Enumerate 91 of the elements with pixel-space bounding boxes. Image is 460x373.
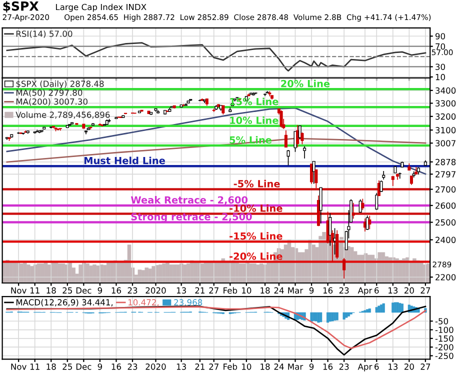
y-tick-label: -200 — [435, 344, 454, 350]
ref-line-label: -5% Line — [234, 180, 280, 188]
x-tick-label: Dec — [76, 364, 92, 370]
x-tick-label: 16 — [323, 287, 333, 294]
y-tick-label: 2878 — [436, 158, 456, 166]
x-tick-label: 24 — [274, 364, 284, 370]
x-tick-label: 21 — [195, 364, 204, 370]
x-tick-label: 6 — [374, 364, 379, 370]
legend-label: 23.968 — [174, 299, 202, 306]
x-tick-label: Mar — [288, 287, 304, 294]
x-tick-label: Feb — [224, 363, 238, 370]
y-tick-label: -50 — [435, 318, 448, 324]
x-tick-label: 27 — [420, 287, 430, 294]
legend-label: Volume 2,789,456,896 — [16, 111, 110, 119]
ref-line-label: Must Held Line — [84, 156, 165, 164]
ref-line-label: 15% Line — [230, 98, 278, 106]
x-tick-label: 20 — [404, 364, 414, 370]
y-tick-label: 2797 — [436, 171, 456, 178]
x-tick-label: 18 — [46, 364, 56, 370]
ref-line-label: 20% Line — [281, 80, 330, 88]
legend-label: MACD(12,26,9) 34.441, — [16, 299, 113, 306]
y-tick-label: 3007 — [436, 140, 456, 146]
ref-line-label: -10% Line — [230, 204, 282, 212]
x-tick-label: 25 — [62, 364, 72, 370]
y-tick-label: -100 — [435, 326, 454, 334]
legend-label: MA(200) 3007.30 — [16, 98, 88, 106]
x-tick-label: 23 — [128, 287, 138, 294]
x-tick-label: 23 — [128, 364, 138, 370]
x-tick-label: Nov — [11, 364, 26, 370]
legend-label: MA(50) 2797.80 — [16, 89, 82, 97]
x-tick-label: 27 — [209, 287, 218, 294]
ref-line-label: -15% Line — [230, 232, 282, 240]
y-tick-label: 2600 — [436, 202, 456, 209]
x-tick-label: 9 — [98, 364, 102, 370]
y-tick-label: -250 — [435, 352, 454, 360]
legend-label: $SPX (Daily) 2878.48 — [16, 80, 104, 89]
x-tick-label: 2020 — [146, 287, 166, 294]
x-tick-label: Apr — [358, 364, 372, 372]
x-tick-label: 10 — [242, 287, 252, 294]
y-tick-label: 2400 — [436, 236, 456, 244]
y-tick-label: 3200 — [436, 113, 456, 120]
x-tick-label: 18 — [260, 287, 270, 294]
x-tick-label: 21 — [195, 287, 204, 294]
x-tick-label: 13 — [176, 287, 186, 294]
x-tick-label: Nov — [11, 287, 26, 294]
x-tick-label: 11 — [30, 287, 40, 294]
x-tick-label: 9 — [309, 364, 314, 370]
x-tick-label: 20 — [404, 287, 414, 294]
y-tick-label: 3300 — [436, 100, 456, 107]
x-tick-label: 10 — [242, 364, 252, 370]
y-tick-label: 2200 — [436, 274, 456, 280]
y-tick-label: 3100 — [436, 127, 456, 134]
x-tick-label: Feb — [224, 287, 238, 294]
ref-line-label: 10% Line — [230, 116, 278, 124]
legend-label: 10.472, — [128, 299, 159, 306]
x-tick-label: 18 — [260, 364, 270, 370]
x-tick-label: Mar — [288, 364, 304, 370]
x-tick-label: 23 — [339, 287, 349, 294]
y-tick-label: 2700 — [436, 186, 456, 193]
x-tick-label: 25 — [62, 287, 72, 294]
ref-line-label: Strong retrace - 2,500 — [131, 212, 252, 222]
x-tick-label: 16 — [323, 364, 333, 370]
x-tick-label: 27 — [209, 364, 218, 370]
x-tick-label: Apr — [358, 287, 372, 296]
x-tick-label: 9 — [309, 287, 314, 294]
legend-label: RSI(14) 57.00 — [16, 30, 72, 38]
x-tick-label: 24 — [274, 287, 284, 294]
x-tick-label: 27 — [420, 364, 430, 370]
x-tick-label: 13 — [388, 287, 398, 294]
x-tick-label: 9 — [98, 287, 102, 294]
x-tick-label: 13 — [388, 364, 398, 370]
x-tick-label: 6 — [374, 287, 379, 294]
x-tick-label: 13 — [176, 364, 186, 370]
y-tick-label: -150 — [435, 335, 454, 342]
x-tick-label: 11 — [30, 364, 40, 370]
chart-subtitle: Large Cap Index INDX — [56, 4, 146, 12]
x-tick-label: 16 — [112, 287, 121, 294]
y-tick-label: 3400 — [436, 87, 456, 94]
x-tick-label: Dec — [76, 287, 92, 294]
y-tick-label: 2500 — [436, 219, 456, 226]
chart-title: $SPX — [3, 1, 39, 12]
y-tick-label: 70 — [436, 43, 446, 50]
y-tick-label: 10 — [436, 74, 446, 80]
ref-line-label: -20% Line — [230, 252, 282, 260]
x-tick-label: 18 — [46, 287, 56, 294]
y-tick-label: 30 — [436, 64, 446, 70]
x-tick-label: 16 — [112, 364, 121, 370]
x-tick-label: 23 — [339, 364, 349, 370]
ref-line-label: Weak Retrace - 2,600 — [130, 196, 248, 205]
x-tick-label: 2020 — [146, 364, 166, 370]
y-tick-label: 90 — [435, 33, 446, 40]
